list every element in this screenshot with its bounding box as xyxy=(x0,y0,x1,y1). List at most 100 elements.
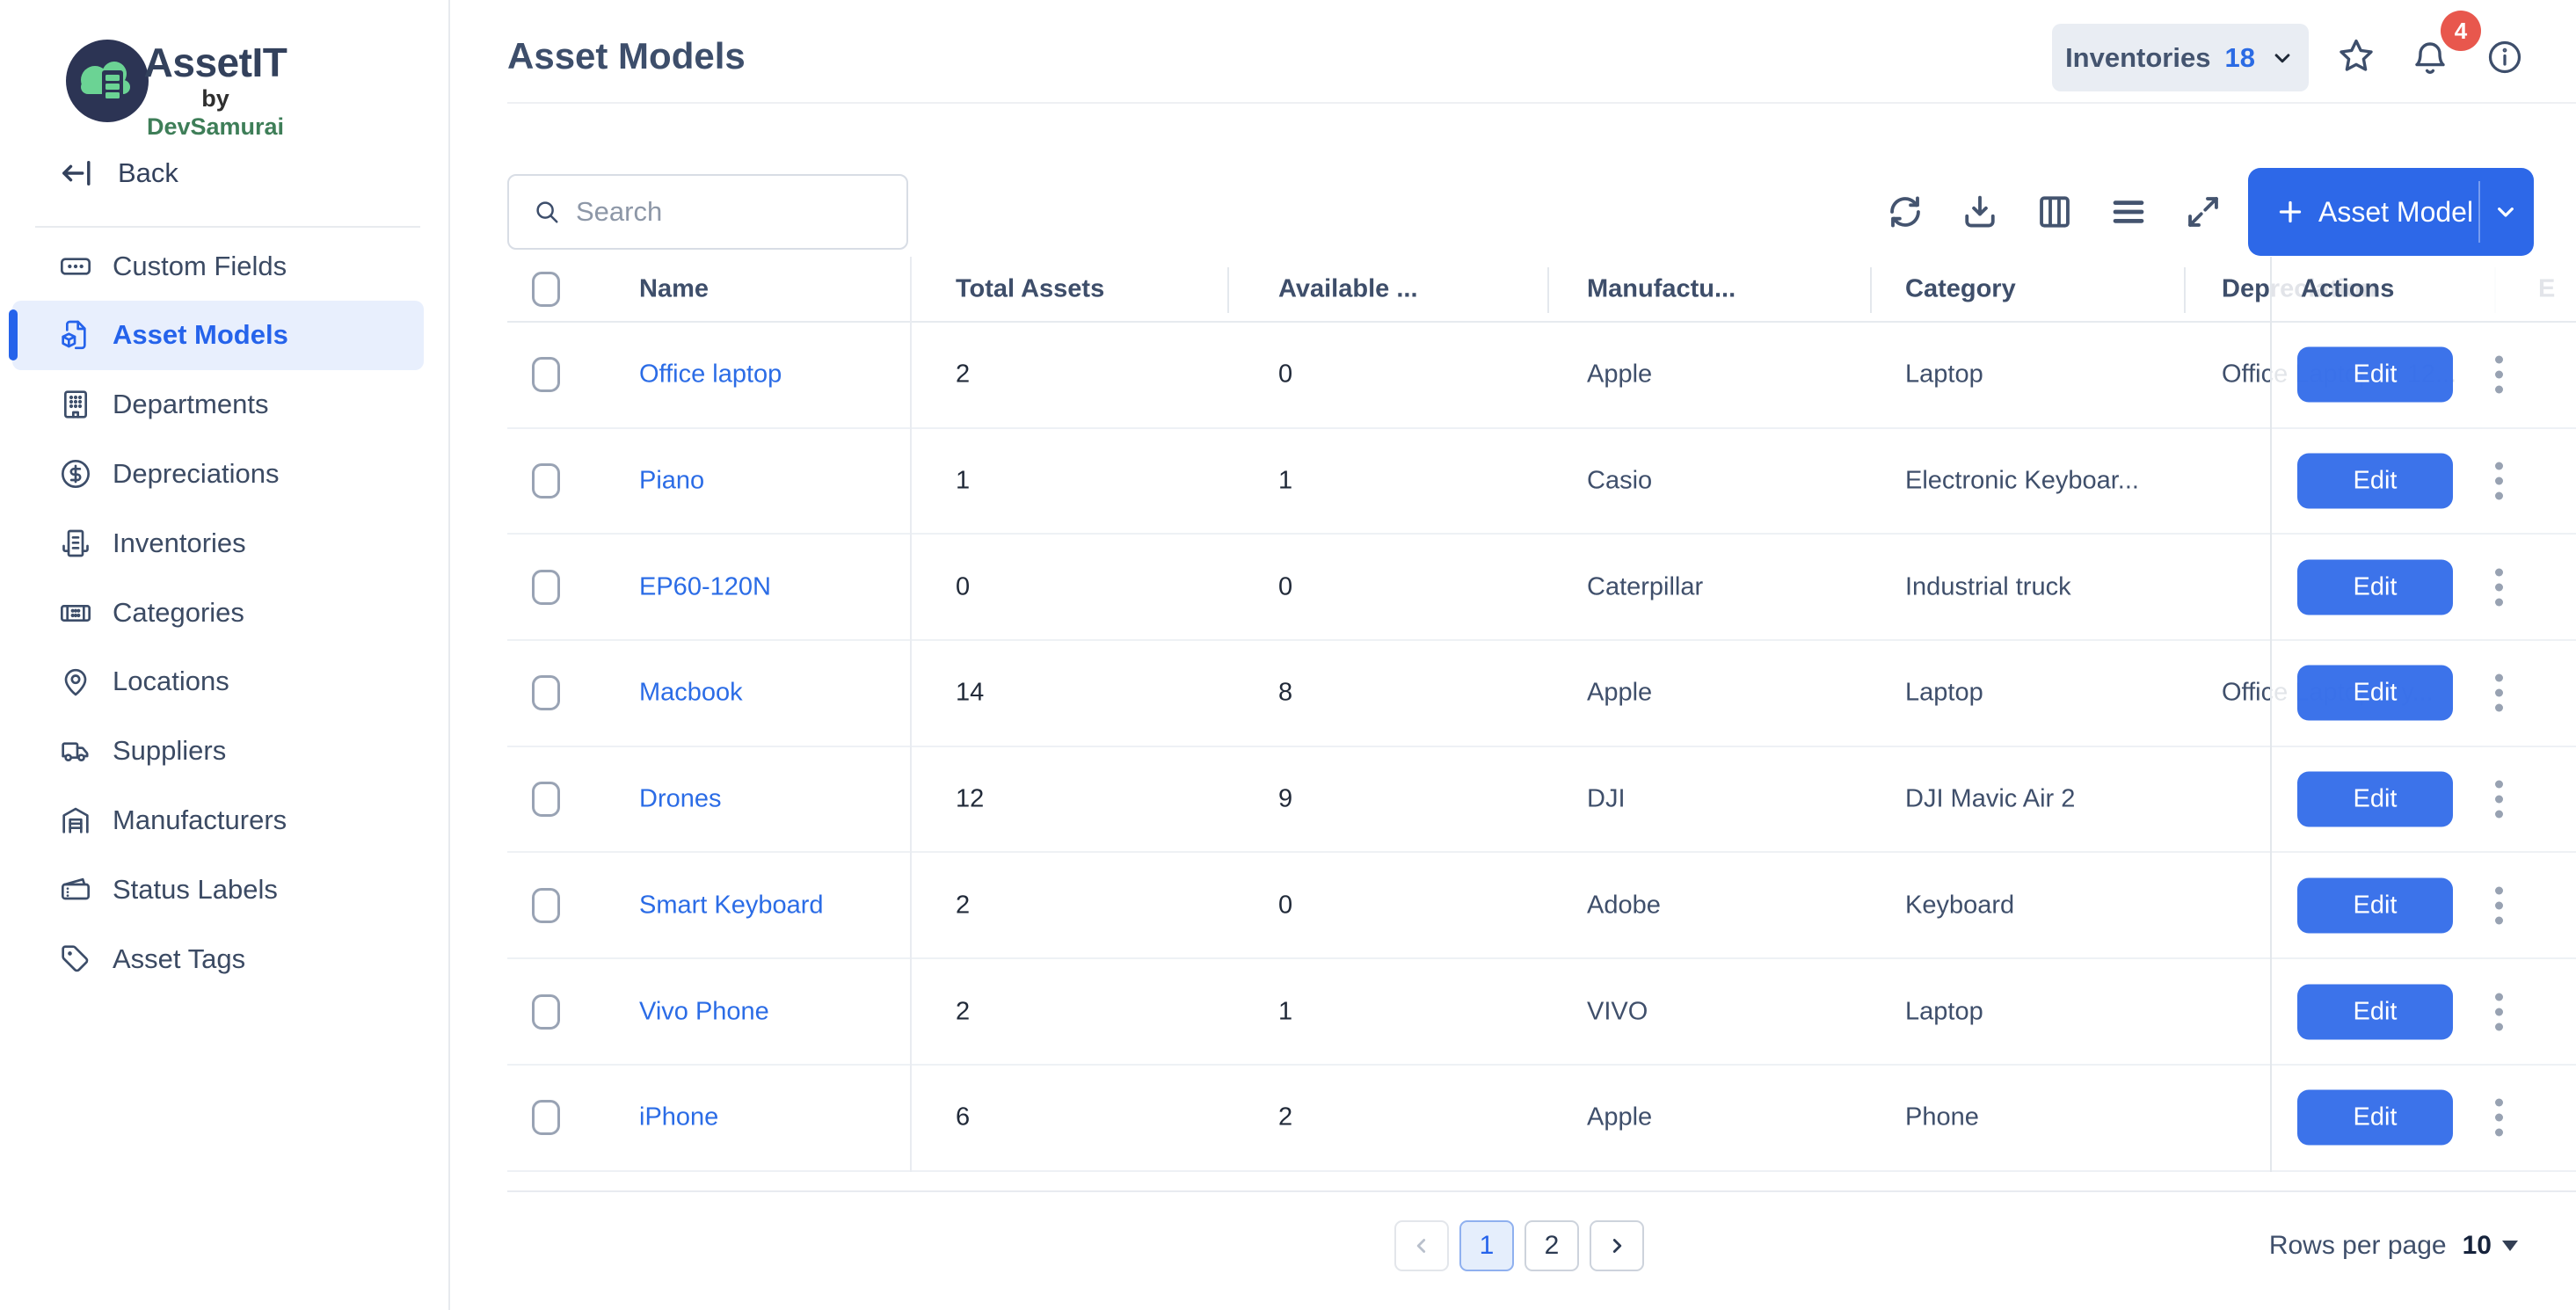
select-all-checkbox[interactable] xyxy=(532,271,560,307)
asset-name-link[interactable]: EP60-120N xyxy=(639,572,771,601)
add-asset-model-button[interactable]: Asset Model xyxy=(2248,168,2534,256)
row-checkbox[interactable] xyxy=(532,993,560,1030)
edit-button[interactable]: Edit xyxy=(2297,984,2453,1040)
asset-name-link[interactable]: Macbook xyxy=(639,678,743,707)
info-icon[interactable] xyxy=(2485,37,2525,77)
download-icon[interactable] xyxy=(1960,192,2000,232)
sidebar-item-label: Suppliers xyxy=(113,735,227,767)
actions-sticky-column: Actions Edit Edit Edit Edit Edit Edit Edit Edit xyxy=(2270,257,2576,1172)
edit-button[interactable]: Edit xyxy=(2297,559,2453,615)
add-button-label: Asset Model xyxy=(2318,195,2474,228)
sidebar-item-manufacturers[interactable]: Manufacturers xyxy=(12,785,424,855)
row-checkbox[interactable] xyxy=(532,782,560,818)
col-header-name[interactable]: Name xyxy=(639,274,709,302)
row-menu-kebab-icon[interactable] xyxy=(2490,351,2508,399)
columns-icon[interactable] xyxy=(2034,192,2075,232)
row-checkbox[interactable] xyxy=(532,887,560,923)
sidebar-item-asset-tags[interactable]: Asset Tags xyxy=(12,924,424,993)
row-menu-kebab-icon[interactable] xyxy=(2490,669,2508,717)
back-button[interactable]: Back xyxy=(56,151,178,195)
manufacturer-cell: Apple xyxy=(1587,360,1653,389)
row-menu-kebab-icon[interactable] xyxy=(2490,1094,2508,1142)
edit-button[interactable]: Edit xyxy=(2297,771,2453,827)
edit-button[interactable]: Edit xyxy=(2297,1089,2453,1146)
page-button-1[interactable]: 1 xyxy=(1459,1220,1514,1271)
row-menu-kebab-icon[interactable] xyxy=(2490,775,2508,824)
sidebar-item-depreciations[interactable]: Depreciations xyxy=(12,439,424,508)
scope-count: 18 xyxy=(2224,41,2255,73)
notifications-bell-icon[interactable] xyxy=(2409,37,2451,79)
row-checkbox[interactable] xyxy=(532,1100,560,1136)
total-assets-cell: 2 xyxy=(956,360,971,389)
total-assets-cell: 2 xyxy=(956,997,971,1026)
sidebar-item-label: Status Labels xyxy=(113,873,278,905)
available-cell: 2 xyxy=(1278,1103,1293,1132)
actions-row: Edit xyxy=(2272,747,2576,854)
row-density-icon[interactable] xyxy=(2108,192,2149,232)
asset-name-link[interactable]: Drones xyxy=(639,784,722,813)
refresh-icon[interactable] xyxy=(1885,192,1925,232)
add-dropdown-chevron-icon[interactable] xyxy=(2492,198,2520,226)
scope-selector-button[interactable]: Inventories 18 xyxy=(2052,24,2309,91)
row-checkbox[interactable] xyxy=(532,675,560,711)
sidebar-item-status-labels[interactable]: Status Labels xyxy=(12,855,424,924)
sidebar-item-categories[interactable]: Categories xyxy=(12,578,424,647)
sidebar-item-label: Categories xyxy=(113,596,244,628)
sidebar-item-inventories[interactable]: Inventories xyxy=(12,508,424,578)
row-menu-kebab-icon[interactable] xyxy=(2490,563,2508,611)
available-cell: 8 xyxy=(1278,678,1293,707)
caret-down-icon xyxy=(2502,1241,2518,1251)
table-row: Smart Keyboard 2 0 Adobe Keyboard xyxy=(507,854,2576,960)
asset-name-link[interactable]: Vivo Phone xyxy=(639,997,769,1026)
page-button-2[interactable]: 2 xyxy=(1524,1220,1579,1271)
scope-label: Inventories xyxy=(2065,41,2211,73)
asset-name-link[interactable]: Office laptop xyxy=(639,360,782,389)
search-input[interactable] xyxy=(574,195,868,229)
custom-fields-icon xyxy=(60,257,91,275)
row-menu-kebab-icon[interactable] xyxy=(2490,881,2508,929)
edit-button[interactable]: Edit xyxy=(2297,877,2453,934)
categories-icon xyxy=(60,604,91,622)
rows-per-page-value: 10 xyxy=(2462,1231,2492,1260)
asset-name-link[interactable]: Piano xyxy=(639,466,705,495)
fullscreen-expand-icon[interactable] xyxy=(2183,192,2223,232)
prev-page-button[interactable] xyxy=(1394,1220,1449,1271)
available-cell: 0 xyxy=(1278,572,1293,601)
chevron-left-icon xyxy=(1416,1239,1426,1253)
edit-button[interactable]: Edit xyxy=(2297,665,2453,721)
row-checkbox[interactable] xyxy=(532,463,560,499)
category-cell: Industrial truck xyxy=(1905,572,2071,601)
sidebar-item-custom-fields[interactable]: Custom Fields xyxy=(12,231,424,301)
sidebar-item-suppliers[interactable]: Suppliers xyxy=(12,717,424,786)
row-checkbox[interactable] xyxy=(532,357,560,393)
row-menu-kebab-icon[interactable] xyxy=(2490,457,2508,506)
edit-button[interactable]: Edit xyxy=(2297,453,2453,509)
notification-badge: 4 xyxy=(2441,11,2481,51)
col-header-manufacturer[interactable]: Manufactu... xyxy=(1587,274,1736,302)
col-header-available[interactable]: Available ... xyxy=(1278,274,1418,302)
edit-button[interactable]: Edit xyxy=(2297,346,2453,403)
category-cell: Electronic Keyboar... xyxy=(1905,466,2139,495)
column-divider xyxy=(1227,267,1229,313)
available-cell: 1 xyxy=(1278,466,1293,495)
available-cell: 0 xyxy=(1278,891,1293,920)
col-header-total-assets[interactable]: Total Assets xyxy=(956,274,1105,302)
asset-name-link[interactable]: Smart Keyboard xyxy=(639,891,824,920)
plus-icon xyxy=(2279,200,2302,223)
total-assets-cell: 1 xyxy=(956,466,971,495)
sidebar-item-locations[interactable]: Locations xyxy=(12,647,424,717)
next-page-button[interactable] xyxy=(1590,1220,1644,1271)
rows-per-page-select[interactable]: 10 xyxy=(2463,1231,2518,1261)
sidebar-item-departments[interactable]: Departments xyxy=(12,370,424,440)
col-header-category[interactable]: Category xyxy=(1905,274,2016,302)
sidebar-item-asset-models[interactable]: Asset Models xyxy=(12,300,424,370)
row-checkbox[interactable] xyxy=(532,569,560,605)
row-menu-kebab-icon[interactable] xyxy=(2490,987,2508,1036)
favorite-star-icon[interactable] xyxy=(2335,35,2377,77)
table-row: EP60-120N 0 0 Caterpillar Industrial truck xyxy=(507,535,2576,642)
rows-per-page-label: Rows per page xyxy=(2268,1231,2447,1260)
category-cell: Laptop xyxy=(1905,997,1983,1026)
asset-name-link[interactable]: iPhone xyxy=(639,1103,719,1132)
